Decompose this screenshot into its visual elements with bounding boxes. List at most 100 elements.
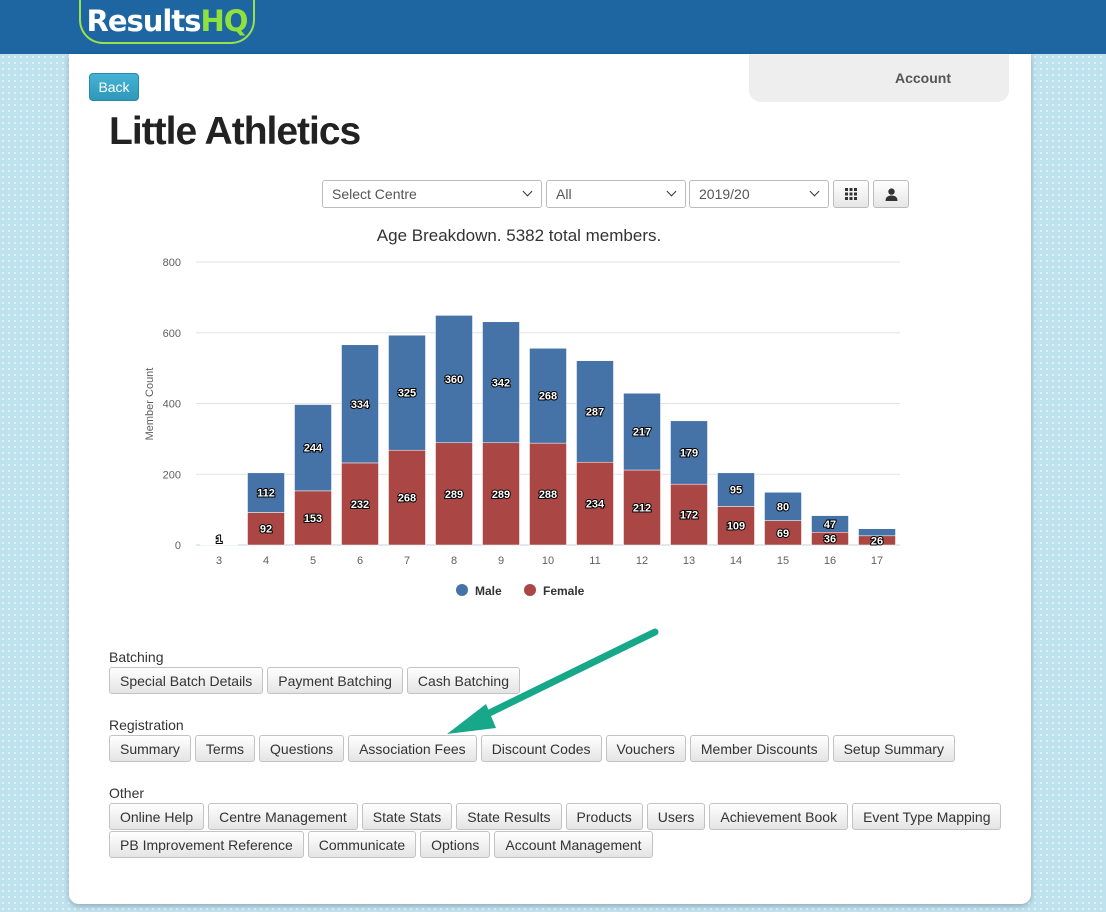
male-bar	[623, 392, 661, 471]
x-tick-label: 5	[310, 555, 316, 567]
state-results-button[interactable]: State Results	[456, 803, 562, 830]
female-data-label: 212	[633, 503, 651, 515]
state-stats-button[interactable]: State Stats	[361, 803, 453, 830]
male-bar	[388, 334, 426, 451]
male-data-label: 80	[777, 501, 789, 513]
female-data-label: 289	[445, 489, 463, 501]
group-select[interactable]: All	[546, 180, 686, 208]
back-button[interactable]: Back	[89, 73, 139, 101]
account-management-button[interactable]: Account Management	[494, 831, 653, 858]
terms-button[interactable]: Terms	[194, 735, 256, 762]
achievement-book-button[interactable]: Achievement Book	[709, 803, 849, 830]
female-bar	[576, 461, 614, 546]
special-batch-details-button[interactable]: Special Batch Details	[109, 667, 264, 694]
account-tab[interactable]: Account	[749, 54, 1009, 102]
x-tick-label: 8	[451, 555, 457, 567]
male-bar	[576, 360, 614, 463]
male-data-label: 334	[351, 399, 370, 411]
male-data-label: 342	[492, 377, 510, 389]
male-bar	[811, 515, 849, 533]
male-data-label: 360	[445, 374, 463, 386]
other-section-label: Other	[109, 785, 145, 801]
male-data-label: 95	[730, 485, 742, 497]
female-data-label: 289	[492, 489, 510, 501]
male-data-label: 112	[257, 488, 275, 500]
registration-buttons: Summary Terms Questions Association Fees Dis…	[109, 735, 955, 762]
female-bar	[670, 483, 708, 546]
male-data-label: 325	[398, 388, 416, 400]
female-legend-marker	[524, 584, 536, 596]
payment-batching-button[interactable]: Payment Batching	[267, 667, 403, 694]
centre-management-button[interactable]: Centre Management	[208, 803, 358, 830]
y-tick-label: 800	[163, 257, 181, 269]
other-buttons-row-2: PB Improvement Reference Communicate Optio…	[109, 831, 653, 858]
event-type-mapping-button[interactable]: Event Type Mapping	[852, 803, 1002, 830]
female-bar	[529, 442, 567, 546]
products-button[interactable]: Products	[565, 803, 643, 830]
user-view-button[interactable]	[873, 180, 909, 208]
female-bar	[764, 520, 802, 546]
group-select-value: All	[556, 186, 572, 202]
logo-text-hq: HQ	[200, 4, 249, 38]
centre-select[interactable]: Select Centre	[322, 180, 542, 208]
setup-summary-button[interactable]: Setup Summary	[832, 735, 955, 762]
male-data-label: 1	[216, 534, 222, 546]
female-data-label: 288	[539, 489, 557, 501]
x-tick-label: 12	[636, 555, 648, 567]
users-button[interactable]: Users	[646, 803, 706, 830]
x-tick-label: 15	[777, 555, 789, 567]
x-tick-label: 6	[357, 555, 363, 567]
x-tick-label: 17	[871, 555, 883, 567]
resultshq-logo[interactable]: Results HQ	[79, 0, 255, 44]
male-bar	[764, 492, 802, 521]
x-tick-label: 3	[216, 555, 222, 567]
user-icon	[885, 187, 897, 201]
communicate-button[interactable]: Communicate	[307, 831, 417, 858]
online-help-button[interactable]: Online Help	[109, 803, 205, 830]
female-data-label: 92	[260, 524, 272, 536]
female-data-label: 26	[871, 535, 883, 547]
male-data-label: 217	[633, 427, 651, 439]
female-legend-label: Female	[543, 584, 585, 598]
female-data-label: 232	[351, 499, 369, 511]
male-data-label: 244	[304, 443, 323, 455]
female-bar	[341, 462, 379, 546]
pb-improvement-reference-button[interactable]: PB Improvement Reference	[109, 831, 304, 858]
y-axis-label: Member Count	[144, 368, 156, 441]
cash-batching-button[interactable]: Cash Batching	[406, 667, 520, 694]
questions-button[interactable]: Questions	[259, 735, 345, 762]
female-data-label: 109	[727, 521, 745, 533]
male-data-label: 287	[586, 406, 604, 418]
chart-title: Age Breakdown. 5382 total members.	[376, 226, 662, 245]
female-bar	[623, 469, 661, 546]
options-button[interactable]: Options	[420, 831, 491, 858]
male-bar	[435, 315, 473, 444]
male-bar	[670, 420, 708, 485]
male-data-label: 47	[824, 519, 836, 531]
association-fees-button[interactable]: Association Fees	[348, 735, 477, 762]
y-tick-label: 200	[163, 469, 181, 481]
y-tick-label: 600	[163, 328, 181, 340]
other-buttons-row-1: Online Help Centre Management State Stats S…	[109, 803, 1002, 830]
male-bar	[858, 528, 896, 537]
season-select-value: 2019/20	[699, 186, 750, 202]
male-bar	[717, 472, 755, 507]
summary-button[interactable]: Summary	[109, 735, 191, 762]
vouchers-button[interactable]: Vouchers	[605, 735, 686, 762]
season-select[interactable]: 2019/20	[689, 180, 829, 208]
x-tick-label: 11	[589, 555, 600, 567]
grid-icon	[845, 188, 857, 200]
male-data-label: 268	[539, 391, 557, 403]
y-tick-label: 400	[163, 399, 181, 411]
x-tick-label: 16	[824, 555, 836, 567]
discount-codes-button[interactable]: Discount Codes	[480, 735, 602, 762]
centre-select-value: Select Centre	[332, 186, 417, 202]
female-bar	[247, 512, 285, 546]
x-tick-label: 7	[404, 555, 410, 567]
female-bar	[482, 442, 520, 546]
grid-view-button[interactable]	[833, 180, 869, 208]
member-discounts-button[interactable]: Member Discounts	[689, 735, 829, 762]
female-data-label: 153	[304, 513, 322, 525]
female-data-label: 268	[398, 493, 416, 505]
